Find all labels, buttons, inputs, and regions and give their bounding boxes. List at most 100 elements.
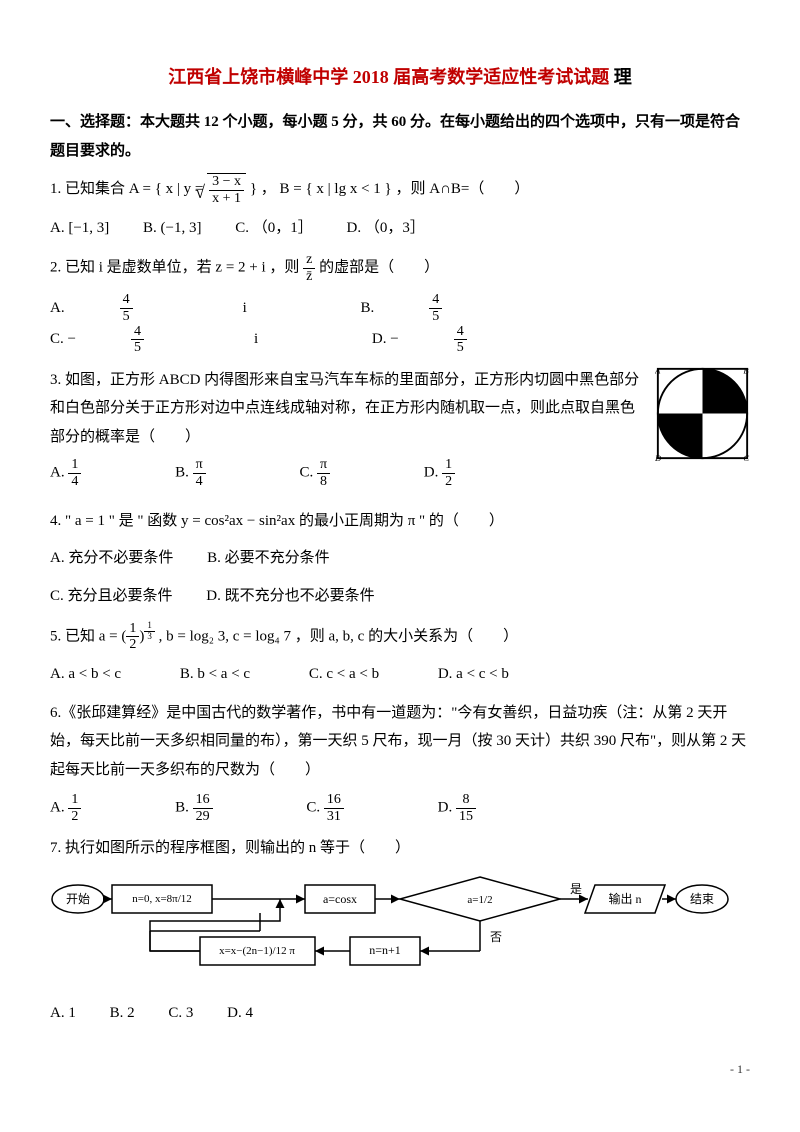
q2-A-suf: i xyxy=(243,294,247,323)
q6-A: A. 12 xyxy=(50,792,141,824)
section-1-header: 一、选择题：本大题共 12 个小题，每小题 5 分，共 60 分。在每小题给出的… xyxy=(50,108,750,165)
q6-B-n: 16 xyxy=(193,792,213,808)
q4-C: C. 充分且必要条件 xyxy=(50,582,173,611)
q1-C: C. （0，1］ xyxy=(235,214,313,243)
q3-B-d: 4 xyxy=(193,474,206,489)
q7-B: B. 2 xyxy=(110,999,135,1028)
question-5: 5. 已知 a = (12)13 , b = log₂ 3, c = log₄ … xyxy=(50,621,750,653)
q5-A: A. a < b < c xyxy=(50,660,121,689)
flow-cond: a=1/2 xyxy=(467,894,492,906)
q2-C-d: 5 xyxy=(131,340,144,355)
flow-yes: 是 xyxy=(570,882,582,896)
q5-D: D. a < c < b xyxy=(438,660,509,689)
q1-A: A. [−1, 3] xyxy=(50,214,109,243)
q3-D-n: 1 xyxy=(442,457,455,473)
q3-options: A. 14 B. π4 C. π8 D. 12 xyxy=(50,457,750,489)
q5-a-eq: a = ( xyxy=(99,628,127,644)
q5-exp-d: 3 xyxy=(144,632,155,642)
q2-C-pre: C. − xyxy=(50,325,76,354)
q5-B: B. b < a < c xyxy=(180,660,250,689)
q5-a-d: 2 xyxy=(126,637,139,652)
q6-D-d: 15 xyxy=(456,809,476,824)
flow-end: 结束 xyxy=(690,892,714,906)
q1-frac-d: x + 1 xyxy=(209,191,244,206)
flowchart: 开始 n=0, x=8π/12 a=cosx a=1/2 输出 n 结束 x=x… xyxy=(50,871,750,992)
q4-B: B. 必要不充分条件 xyxy=(207,544,330,573)
question-7: 7. 执行如图所示的程序框图，则输出的 n 等于（ ） xyxy=(50,834,750,863)
question-6: 6.《张邱建算经》是中国古代的数学著作，书中有一道题为："今有女善织，日益功疾（… xyxy=(50,699,750,785)
q2-B-d: 5 xyxy=(429,309,442,324)
q2-B-pre: B. xyxy=(361,294,375,323)
flow-start: 开始 xyxy=(66,892,90,906)
q2-options: A. 45 i B. 45 C. −45 i D. −45 xyxy=(50,292,750,356)
q1-B: B. (−1, 3] xyxy=(143,214,201,243)
q2-D-d: 5 xyxy=(454,340,467,355)
question-2: 2. 已知 i 是虚数单位，若 z = 2 + i ，则 z z̄ 的虚部是（ … xyxy=(50,252,750,284)
q6-D: D. 815 xyxy=(438,792,536,824)
question-3: A B D C 3. 如图，正方形 ABCD 内得图形来自宝马汽车车标的里面部分… xyxy=(50,366,750,499)
q1-options: A. [−1, 3] B. (−1, 3] C. （0，1］ D. （0，3］ xyxy=(50,214,750,243)
q2-C-n: 4 xyxy=(131,324,144,340)
q7-options: A. 1 B. 2 C. 3 D. 4 xyxy=(50,999,750,1028)
q6-B-d: 29 xyxy=(193,809,213,824)
question-1: 1. 已知集合 A = { x | y = 3 − x x + 1 } ， B … xyxy=(50,173,750,206)
q2-frac: z z̄ xyxy=(303,252,315,284)
q4-A: A. 充分不必要条件 xyxy=(50,544,173,573)
q7-D: D. 4 xyxy=(227,999,253,1028)
title-red: 江西省上饶市横峰中学 2018 届高考数学适应性考试试题 xyxy=(168,67,609,87)
q4-D: D. 既不充分也不必要条件 xyxy=(206,582,374,611)
q2-frac-n: z xyxy=(303,252,315,268)
q2-A-d: 5 xyxy=(120,309,133,324)
flow-update: x=x−(2n−1)/12 π xyxy=(219,945,295,957)
q2-D-pre: D. − xyxy=(372,325,399,354)
q6-D-n: 8 xyxy=(456,792,476,808)
flow-inc: n=n+1 xyxy=(369,943,401,957)
q3-A: A. 14 xyxy=(50,457,141,489)
q3-A-d: 4 xyxy=(68,474,81,489)
q2-A-pre: A. xyxy=(50,294,65,323)
q6-C: C. 1631 xyxy=(306,792,404,824)
q5-stem-a: 5. 已知 xyxy=(50,628,99,644)
q6-B: B. 1629 xyxy=(175,792,273,824)
page-footer: - 1 - xyxy=(50,1058,750,1081)
q6-A-d: 2 xyxy=(68,809,81,824)
q4-options: A. 充分不必要条件 B. 必要不充分条件 xyxy=(50,544,750,573)
q1-setB: B = { x | lg x < 1 } ，则 A∩B=（ ） xyxy=(280,181,530,197)
q6-C-n: 16 xyxy=(324,792,344,808)
q2-A-n: 4 xyxy=(120,292,133,308)
q3-B-n: π xyxy=(193,457,206,473)
q1-setA-end: } ， xyxy=(250,181,276,197)
fig-label-D: D xyxy=(655,453,662,461)
q2-D-n: 4 xyxy=(454,324,467,340)
q3-stem: 3. 如图，正方形 ABCD 内得图形来自宝马汽车车标的里面部分，正方形内切圆中… xyxy=(50,372,639,445)
q2-stem-end: 的虚部是（ ） xyxy=(319,260,439,276)
q7-A: A. 1 xyxy=(50,999,76,1028)
q2-B-n: 4 xyxy=(429,292,442,308)
q3-C-d: 8 xyxy=(317,474,330,489)
q2-stem: 2. 已知 i 是虚数单位，若 z = 2 + i ，则 xyxy=(50,260,303,276)
q6-options: A. 12 B. 1629 C. 1631 D. 815 xyxy=(50,792,750,824)
q3-B: B. π4 xyxy=(175,457,266,489)
title-suffix: 理 xyxy=(609,67,632,87)
q3-figure: A B D C xyxy=(655,366,750,472)
q5-C: C. c < a < b xyxy=(309,660,379,689)
q1-frac-n: 3 − x xyxy=(209,174,244,190)
q2-B: B. 45 xyxy=(361,292,553,324)
q3-C-n: π xyxy=(317,457,330,473)
q2-A: A. 45 i xyxy=(50,292,302,324)
q6-C-d: 31 xyxy=(324,809,344,824)
q5-a-n: 1 xyxy=(126,621,139,637)
q1-D: D. （0，3］ xyxy=(347,214,425,243)
q1-stem-a: 1. 已知集合 xyxy=(50,181,129,197)
q2-C: C. −45 i xyxy=(50,324,313,356)
flow-cos: a=cosx xyxy=(323,892,357,906)
q2-frac-d: z̄ xyxy=(303,269,315,284)
q6-A-n: 1 xyxy=(68,792,81,808)
flow-init: n=0, x=8π/12 xyxy=(132,893,192,905)
fig-label-A: A xyxy=(655,366,661,376)
q3-C: C. π8 xyxy=(299,457,390,489)
q1-sqrt: 3 − x x + 1 xyxy=(207,173,246,206)
q2-D: D. − 45 xyxy=(372,324,577,356)
q4-options-2: C. 充分且必要条件 D. 既不充分也不必要条件 xyxy=(50,582,750,611)
page-title: 江西省上饶市横峰中学 2018 届高考数学适应性考试试题 理 xyxy=(50,60,750,94)
